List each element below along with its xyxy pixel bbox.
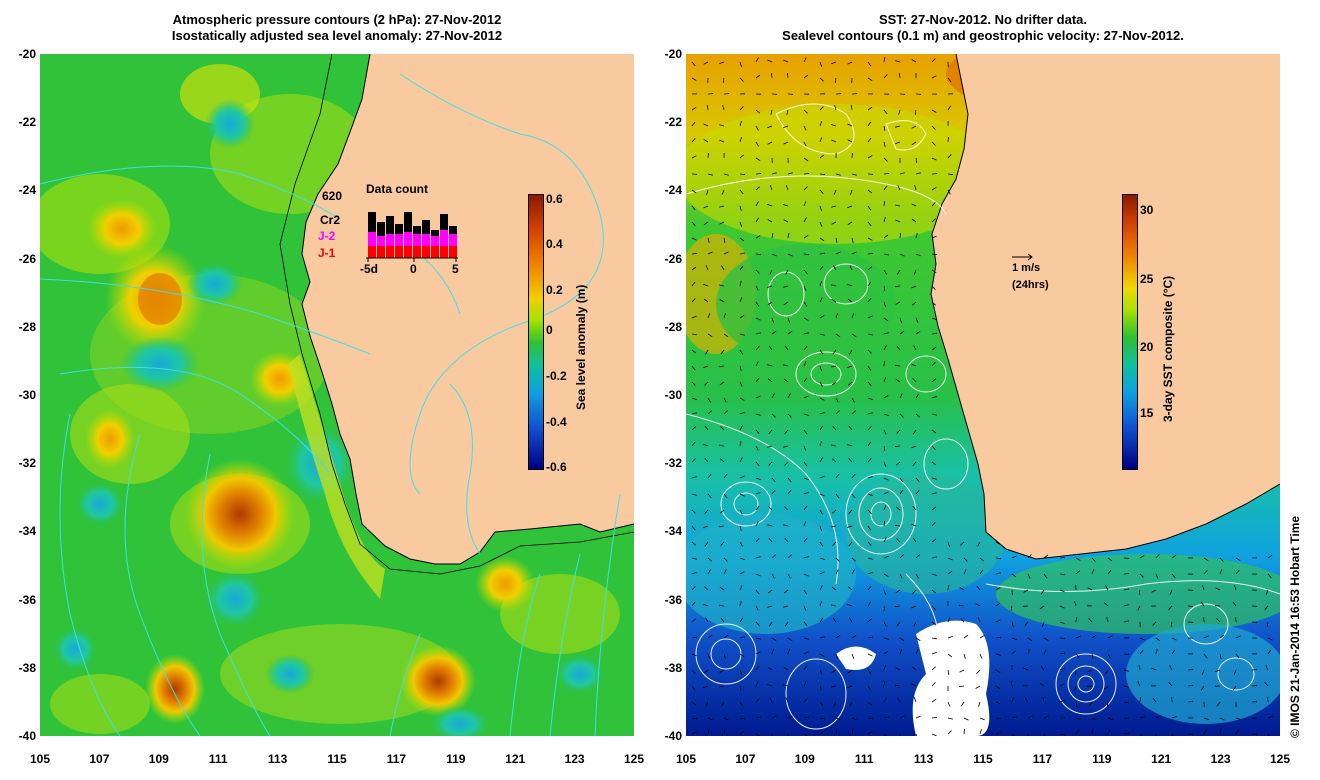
right-ytick: -28 — [664, 319, 682, 334]
right-xtick: 107 — [735, 752, 756, 766]
left-ytick: -28 — [18, 319, 36, 334]
left-xtick: 119 — [446, 752, 466, 766]
sst-tick-25: 25 — [1140, 272, 1154, 286]
sla-tick-minus0.6: -0.6 — [546, 460, 567, 474]
sla-tick-0: 0 — [546, 323, 553, 337]
right-xtick: 123 — [1210, 752, 1231, 766]
left-xtick: 117 — [386, 752, 407, 766]
coastline-sst — [930, 54, 1280, 560]
right-ytick: -22 — [664, 115, 682, 130]
inset-mission-j2: J-2 — [318, 229, 336, 243]
left-xtick: 113 — [267, 752, 288, 766]
sst-tick-30: 30 — [1140, 203, 1154, 217]
left-xtick: 109 — [148, 752, 169, 766]
left-xtick: 125 — [623, 752, 645, 766]
inset-mission-cr2: Cr2 — [320, 213, 341, 227]
right-xtick: 117 — [1032, 752, 1053, 766]
right-ytick: -34 — [664, 524, 682, 539]
left-xtick: 121 — [505, 752, 526, 766]
left-map-panel — [40, 54, 634, 736]
right-xtick: 105 — [675, 752, 697, 766]
left-ytick: -26 — [18, 251, 36, 266]
right-xtick: 109 — [794, 752, 815, 766]
vector-key-speed: 1 m/s — [1012, 262, 1041, 274]
sea-level-contours — [686, 103, 1280, 730]
left-ytick: -24 — [18, 183, 36, 198]
left-ytick: -32 — [18, 456, 36, 471]
right-xtick: 125 — [1269, 752, 1291, 766]
left-ytick: -38 — [18, 660, 36, 675]
sea-level-anomaly-map — [40, 54, 634, 736]
left-xtick: 123 — [564, 752, 585, 766]
inset-title: Data count — [366, 182, 429, 196]
left-title-line1: Atmospheric pressure contours (2 hPa): 2… — [172, 12, 502, 27]
sst-colorbar — [1122, 194, 1138, 470]
sst-tick-20: 20 — [1140, 340, 1154, 354]
right-map-panel — [686, 54, 1280, 736]
right-ytick: -32 — [664, 456, 682, 471]
sla-tick-0.6: 0.6 — [546, 192, 563, 206]
sla-colorbar-label: Sea level anomaly (m) — [574, 284, 588, 410]
sst-colorbar-label: 3-day SST composite (°C) — [1161, 275, 1175, 422]
right-xtick: 121 — [1151, 752, 1172, 766]
imos-credit: © IMOS 21-Jan-2014 16:53 Hobart Time — [1288, 515, 1302, 738]
right-xtick: 119 — [1092, 752, 1112, 766]
left-xtick: 111 — [208, 752, 228, 766]
inset-xtick-5: 5 — [452, 262, 459, 276]
sla-colorbar — [528, 194, 544, 470]
left-xtick: 115 — [327, 752, 347, 766]
right-ytick: -40 — [664, 729, 682, 743]
sla-tick-0.2: 0.2 — [546, 283, 563, 297]
shelf-edge — [279, 54, 634, 575]
histogram-bars — [368, 212, 457, 258]
left-ytick: -20 — [18, 47, 36, 61]
sla-tick-0.4: 0.4 — [546, 237, 563, 251]
right-title-line1: SST: 27-Nov-2012. No drifter data. — [878, 12, 1088, 27]
left-ytick: -34 — [18, 524, 36, 539]
coastline — [301, 54, 634, 565]
inset-mission-j1: J-1 — [318, 246, 336, 260]
pressure-contours — [40, 73, 621, 736]
left-xtick: 107 — [89, 752, 110, 766]
australia-landmass-sst — [931, 54, 1280, 559]
right-title-line2: Sealevel contours (0.1 m) and geostrophi… — [782, 28, 1184, 43]
geostrophic-velocity-vectors — [691, 57, 1273, 736]
left-title-line2: Isostatically adjusted sea level anomaly… — [171, 28, 503, 43]
inset-xtick-minus5: -5d — [360, 262, 378, 276]
sst-map — [686, 54, 1280, 736]
sla-tick-minus0.4: -0.4 — [546, 415, 567, 429]
right-ytick: -38 — [664, 660, 682, 675]
left-ytick: -22 — [18, 115, 36, 130]
left-xtick: 105 — [29, 752, 51, 766]
sst-tick-15: 15 — [1140, 406, 1154, 420]
left-ytick: -36 — [18, 592, 36, 607]
right-xtick: 115 — [973, 752, 993, 766]
anomaly-field — [40, 64, 620, 736]
sla-tick-minus0.2: -0.2 — [546, 369, 567, 383]
right-xtick: 111 — [854, 752, 874, 766]
right-ytick: -30 — [664, 388, 682, 402]
australia-landmass — [302, 54, 634, 564]
left-ytick: -30 — [18, 388, 36, 402]
right-ytick: -26 — [664, 251, 682, 266]
right-ytick: -36 — [664, 592, 682, 607]
right-ytick: -24 — [664, 183, 682, 198]
data-count-histogram — [366, 208, 458, 262]
inset-total-count: 620 — [322, 189, 343, 203]
left-ytick: -40 — [18, 729, 36, 743]
vector-key-period: (24hrs) — [1012, 279, 1049, 291]
inset-xtick-0: 0 — [410, 262, 417, 276]
right-ytick: -20 — [664, 47, 682, 61]
right-xtick: 113 — [913, 752, 934, 766]
